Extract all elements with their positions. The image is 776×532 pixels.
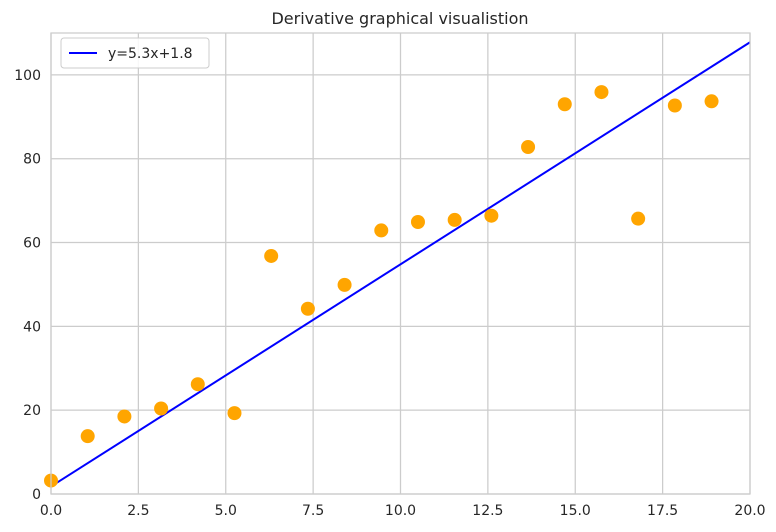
scatter-point bbox=[117, 409, 132, 424]
legend-label: y=5.3x+1.8 bbox=[108, 46, 193, 62]
scatter-point bbox=[557, 97, 572, 112]
scatter-point bbox=[484, 208, 499, 223]
scatter-point bbox=[667, 98, 682, 113]
x-tick-label: 12.5 bbox=[472, 503, 503, 519]
scatter-point bbox=[410, 215, 425, 230]
scatter-point bbox=[631, 211, 646, 226]
scatter-point bbox=[337, 277, 352, 292]
tick-labels: 0.0 2.5 5.0 7.5 10.0 12.5 15.0 17.5 20.0 0 20 40 60 8… bbox=[14, 68, 765, 519]
x-tick-label: 10.0 bbox=[385, 503, 416, 519]
scatter-point bbox=[521, 139, 536, 154]
y-tick-label: 0 bbox=[32, 487, 41, 503]
scatter-point bbox=[447, 212, 462, 227]
x-tick-label: 20.0 bbox=[734, 503, 765, 519]
scatter-point bbox=[154, 401, 169, 416]
y-tick-label: 100 bbox=[14, 68, 41, 84]
x-tick-label: 17.5 bbox=[647, 503, 678, 519]
scatter-point bbox=[264, 248, 279, 263]
scatter-point bbox=[80, 429, 95, 444]
x-tick-label: 5.0 bbox=[215, 503, 237, 519]
x-tick-label: 15.0 bbox=[560, 503, 591, 519]
y-tick-label: 20 bbox=[23, 403, 41, 419]
scatter-points bbox=[44, 85, 719, 488]
scatter-point bbox=[300, 301, 315, 316]
legend-box bbox=[60, 37, 210, 69]
y-tick-label: 60 bbox=[23, 236, 41, 252]
scatter-point bbox=[190, 377, 205, 392]
y-tick-label: 80 bbox=[23, 152, 41, 168]
scatter-point bbox=[227, 406, 242, 421]
chart-title: Derivative graphical visualistion bbox=[271, 9, 528, 28]
fit-line-layer bbox=[50, 41, 751, 488]
x-tick-label: 0.0 bbox=[40, 503, 62, 519]
legend: y=5.3x+1.8 bbox=[60, 37, 210, 69]
plot-frame bbox=[50, 32, 751, 495]
fit-line bbox=[50, 41, 751, 488]
scatter-point bbox=[374, 223, 389, 238]
x-tick-label: 2.5 bbox=[127, 503, 149, 519]
y-tick-label: 40 bbox=[23, 319, 41, 335]
scatter-point bbox=[704, 94, 719, 109]
x-tick-label: 7.5 bbox=[302, 503, 324, 519]
scatter-point bbox=[594, 85, 609, 100]
